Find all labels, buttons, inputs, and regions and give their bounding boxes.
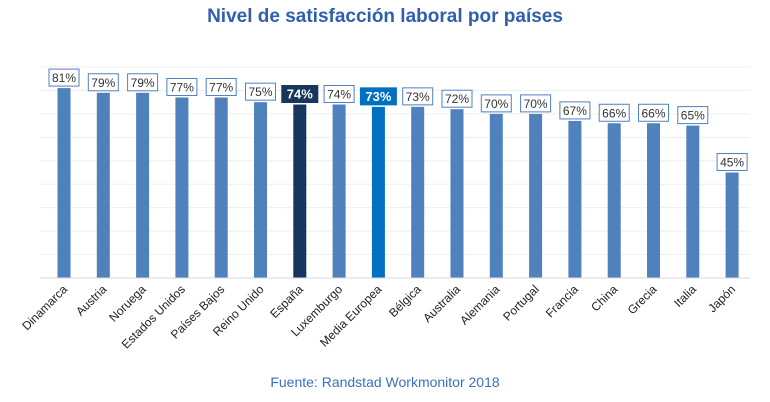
category-label: Francia <box>543 282 581 320</box>
data-label-box <box>716 153 748 171</box>
data-label: 65% <box>677 106 709 125</box>
data-label-box <box>87 73 119 92</box>
bar-japón <box>725 172 739 278</box>
bar-austria <box>96 92 110 279</box>
data-label-box <box>559 101 591 120</box>
gridlines <box>40 66 750 256</box>
data-label-text: 73% <box>406 90 430 104</box>
data-label: 45% <box>716 153 748 171</box>
data-label-text: 74% <box>327 88 351 102</box>
data-label: 66% <box>638 103 669 122</box>
data-label: 73% <box>402 87 434 106</box>
bar-noruega <box>136 92 150 279</box>
data-label-box <box>677 106 709 125</box>
data-label: 77% <box>166 77 198 96</box>
data-label-box <box>598 103 630 122</box>
bar-italia <box>686 125 700 278</box>
bar-media-europea <box>371 106 385 278</box>
bar-grecia <box>647 123 660 279</box>
category-label: China <box>588 282 620 314</box>
data-label-box <box>127 73 159 92</box>
data-label: 72% <box>441 89 473 108</box>
category-label: Portugal <box>500 282 542 324</box>
data-label-text: 77% <box>170 80 194 94</box>
data-label-box <box>166 77 198 96</box>
category-label: Bélgica <box>386 282 424 320</box>
bar-alemania <box>489 113 503 278</box>
data-label: 70% <box>520 94 552 113</box>
data-label: 75% <box>245 82 276 101</box>
data-label-box <box>205 77 237 96</box>
data-label: 74% <box>281 85 319 104</box>
data-label-box <box>638 103 669 122</box>
data-label: 73% <box>359 87 397 106</box>
data-label-box <box>48 68 80 87</box>
category-label: Austria <box>73 282 110 319</box>
category-label: Japón <box>705 282 738 315</box>
data-label-text: 81% <box>52 71 76 85</box>
data-label-box <box>520 94 552 113</box>
data-label-text: 79% <box>91 76 115 90</box>
data-label-text: 77% <box>209 80 233 94</box>
data-label-text: 67% <box>563 104 587 118</box>
data-label-box <box>359 87 397 106</box>
data-label-text: 74% <box>287 87 313 102</box>
data-label: 79% <box>87 73 119 92</box>
bar-estados-unidos <box>175 97 189 278</box>
bars <box>57 88 739 279</box>
data-label-box <box>480 94 512 113</box>
data-label-box <box>245 82 276 101</box>
category-label: España <box>267 282 306 321</box>
data-label: 77% <box>205 77 237 96</box>
bar-bélgica <box>411 106 425 278</box>
bar-china <box>607 123 621 279</box>
source-note: Fuente: Randstad Workmonitor 2018 <box>270 374 500 390</box>
bar-luxemburgo <box>332 104 346 278</box>
data-label-text: 45% <box>720 156 744 170</box>
bar-dinamarca <box>57 88 71 278</box>
category-label: Grecia <box>625 282 660 317</box>
category-label: Italia <box>671 282 699 310</box>
data-label-box <box>323 85 355 104</box>
data-label-box <box>402 87 434 106</box>
data-label: 79% <box>127 73 159 92</box>
data-label-box <box>441 89 473 108</box>
data-label-text: 70% <box>484 97 508 111</box>
data-label: 66% <box>598 103 630 122</box>
data-label: 70% <box>480 94 512 113</box>
bar-australia <box>450 109 464 278</box>
category-label: Dinamarca <box>19 282 70 333</box>
chart-title: Nivel de satisfacción laboral por países <box>207 6 563 27</box>
data-label-text: 75% <box>248 85 272 99</box>
data-label: 67% <box>559 101 591 120</box>
data-label: 81% <box>48 68 80 87</box>
data-label-text: 72% <box>445 92 469 106</box>
data-label-text: 70% <box>524 97 548 111</box>
data-label: 74% <box>323 85 355 104</box>
data-label-text: 73% <box>365 89 391 104</box>
bar-francia <box>568 120 582 278</box>
data-label-text: 66% <box>602 106 626 120</box>
data-labels: 81% 79% 79% 77% 77% 75% 74% 74% 73% 73% 72% 70% 70% 6… <box>48 68 748 171</box>
category-label: Alemania <box>457 282 503 328</box>
data-label-box <box>281 85 319 104</box>
data-label-text: 65% <box>681 109 705 123</box>
bar-españa <box>293 104 307 278</box>
bar-países-bajos <box>214 97 228 278</box>
data-label-text: 66% <box>641 106 665 120</box>
data-label-text: 79% <box>131 76 155 90</box>
bar-portugal <box>529 113 543 278</box>
bar-reino-unido <box>254 102 267 279</box>
